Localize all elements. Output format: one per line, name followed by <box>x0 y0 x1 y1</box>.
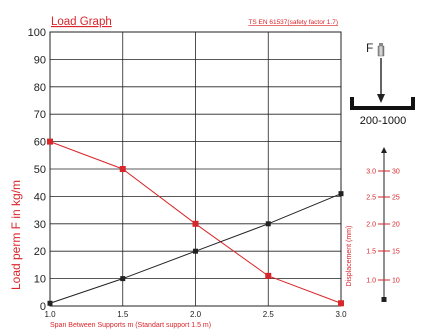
tray-profile-icon <box>350 97 415 110</box>
x-axis-ticks: 1.0 1.5 2.0 2.5 3.0 <box>44 310 347 319</box>
displacement-tick-label-right: 10 <box>392 278 400 285</box>
displacement-point <box>338 191 344 197</box>
displacement-point <box>120 276 126 282</box>
y-tick-label: 20 <box>34 246 46 258</box>
y-axis-label: Load perm F in kg/m <box>9 180 23 290</box>
chart-title: Load Graph <box>51 16 112 28</box>
y-tick-label: 90 <box>34 54 46 66</box>
y-tick-label: 10 <box>34 274 46 286</box>
displacement-tick-label-left: 2.5 <box>366 195 376 202</box>
load-point <box>265 272 272 279</box>
weight-icon-top <box>379 43 383 46</box>
displacement-axis-end <box>381 297 387 302</box>
displacement-tick-label-right: 30 <box>392 169 400 176</box>
x-axis-label: Span Between Supports m (Standart suppor… <box>50 322 211 329</box>
displacement-axis-arrow <box>381 147 387 153</box>
displacement-scale: 3.0 30 2.5 25 2.0 20 1.5 15 1.0 10 <box>366 147 400 302</box>
displacement-tick-label-left: 1.5 <box>366 249 376 256</box>
force-arrow-head <box>377 94 385 103</box>
y-tick-label: 50 <box>34 164 46 176</box>
load-point <box>119 166 126 172</box>
plot-frame <box>49 31 342 307</box>
y-tick-label: 100 <box>28 27 46 39</box>
load-point <box>192 220 199 227</box>
load-point <box>338 300 344 307</box>
weight-icon <box>377 45 385 57</box>
y2-axis-label: Displacement (mm) <box>346 226 353 287</box>
x-tick-label: 1.0 <box>44 310 56 319</box>
y-tick-label: 40 <box>34 191 46 203</box>
displacement-tick-label-left: 2.0 <box>366 222 376 229</box>
displacement-point <box>193 248 198 254</box>
displacement-tick-label-left: 3.0 <box>366 169 376 176</box>
displacement-point <box>265 221 271 227</box>
x-tick-label: 2.5 <box>263 310 275 319</box>
y-axis-ticks: 0 10 20 30 40 50 60 70 80 90 100 <box>28 27 46 313</box>
force-diagram: F 200-1000 <box>350 41 415 127</box>
y-tick-label: 70 <box>34 109 46 121</box>
range-label: 200-1000 <box>360 115 407 127</box>
y-tick-label: 60 <box>34 137 46 149</box>
displacement-tick-label-left: 1.0 <box>366 278 376 285</box>
y-tick-label: 30 <box>34 219 46 231</box>
x-tick-label: 1.5 <box>117 310 129 319</box>
chart-subtitle: TS EN 61537(safety factor 1.7) <box>248 19 338 26</box>
displacement-point <box>47 300 53 306</box>
y-tick-label: 80 <box>34 82 46 94</box>
x-tick-label: 3.0 <box>335 310 347 319</box>
displacement-tick-label-right: 25 <box>392 195 400 202</box>
force-label: F <box>366 41 373 55</box>
x-tick-label: 2.0 <box>190 310 202 319</box>
displacement-tick-label-right: 20 <box>392 222 400 229</box>
load-point <box>47 138 53 145</box>
y-tick-label: 0 <box>40 301 46 313</box>
displacement-tick-label-right: 15 <box>392 249 400 256</box>
series-group <box>47 138 344 307</box>
plot-grid <box>49 31 342 307</box>
